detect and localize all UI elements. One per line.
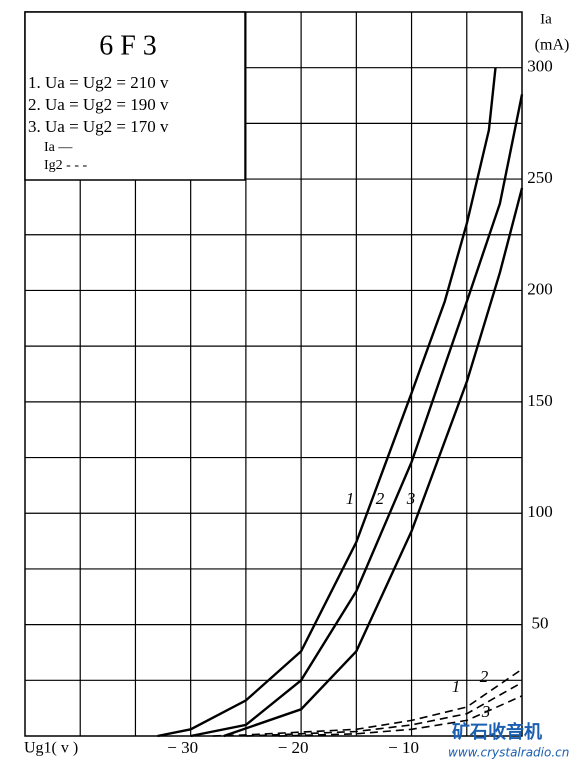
ig2-curve xyxy=(278,695,523,737)
curve-label: 2 xyxy=(480,667,489,686)
x-tick-label: − 30 xyxy=(167,738,198,757)
y-tick-label: 150 xyxy=(527,391,553,410)
y-tick-label: 250 xyxy=(527,168,553,187)
ia-curve xyxy=(190,94,524,738)
x-tick-label: − 10 xyxy=(388,738,419,757)
watermark: 矿石收音机 xyxy=(452,721,542,743)
y-axis-unit: (mA) xyxy=(535,37,570,54)
chart-title: 6 F 3 xyxy=(99,30,157,61)
ig2-curve xyxy=(212,668,523,737)
ia-curve xyxy=(157,67,497,738)
legend-style: Ia — xyxy=(44,140,73,155)
ia-curve xyxy=(223,187,524,738)
watermark: www.crystalradio.cn xyxy=(448,746,569,760)
curve-label: 1 xyxy=(346,489,355,508)
curve-label: 2 xyxy=(376,489,385,508)
y-tick-label: 50 xyxy=(532,614,549,633)
x-axis-label: Ug1( v ) xyxy=(24,740,78,757)
curve-label: 3 xyxy=(406,489,416,508)
legend-style: Ig2 - - - xyxy=(44,158,87,173)
legend-box xyxy=(24,11,246,181)
curve-label: 3 xyxy=(481,702,491,721)
curve-label: 1 xyxy=(452,677,461,696)
legend-text: 2. Ua = Ug2 = 190 v xyxy=(28,95,169,114)
legend-text: 3. Ua = Ug2 = 170 v xyxy=(28,117,169,136)
y-tick-label: 100 xyxy=(527,502,553,521)
y-axis-label: Ia xyxy=(540,11,552,27)
y-tick-label: 300 xyxy=(527,57,553,76)
plot-frame xyxy=(24,11,523,737)
y-tick-label: 200 xyxy=(527,279,553,298)
x-tick-label: − 20 xyxy=(278,738,309,757)
legend-text: 1. Ua = Ug2 = 210 v xyxy=(28,73,169,92)
